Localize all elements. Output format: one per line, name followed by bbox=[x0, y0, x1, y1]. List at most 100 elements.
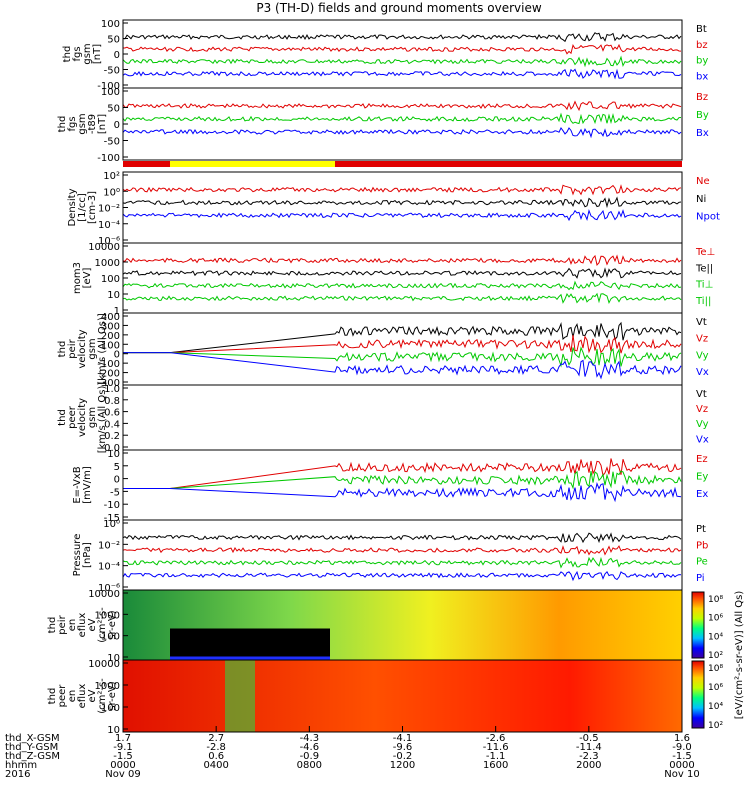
y-axis-label: (cm²-s- bbox=[97, 678, 108, 714]
x-tick-label: 0000 bbox=[669, 760, 694, 771]
trace-te|| bbox=[122, 267, 682, 279]
y-tick-label: 10⁻² bbox=[98, 540, 120, 551]
y-tick-label: 100 bbox=[101, 87, 120, 98]
trace-npot bbox=[122, 208, 682, 222]
y-tick-label: -15 bbox=[104, 513, 120, 524]
trace-ne bbox=[122, 184, 682, 196]
y-tick-label: 5 bbox=[114, 462, 120, 473]
x-tick-label: 0800 bbox=[297, 760, 322, 771]
x-tick-label: -2.3 bbox=[579, 751, 599, 762]
colorbar-tick-label: 10² bbox=[708, 651, 723, 661]
y-tick-label: 0 bbox=[114, 120, 120, 131]
y-axis-label: gsm bbox=[82, 43, 93, 64]
legend-vy: Vy bbox=[696, 350, 709, 361]
legend-bx: bx bbox=[696, 71, 708, 82]
trace-vt bbox=[123, 321, 682, 354]
legend-vx: Vx bbox=[696, 367, 709, 378]
panel-7: 10 5 0-5 -10 -15 E=-VxB [mV/m] Ez Ey Ex bbox=[72, 449, 708, 524]
x-tick-label: -11.6 bbox=[483, 742, 509, 753]
y-tick-label: 10 bbox=[107, 449, 120, 460]
y-tick-label: -5 bbox=[110, 487, 120, 498]
y-axis-label: fgs bbox=[72, 46, 83, 61]
trace-by bbox=[122, 112, 682, 125]
colorbar bbox=[691, 591, 705, 659]
panel-4: 10000 1000 100 10 1 mom3 [eV] Te⊥ Te|| Ti⊥ Ti|| bbox=[72, 242, 715, 317]
y-tick-label: 200 bbox=[101, 331, 120, 342]
legend-by: By bbox=[696, 110, 709, 121]
panel-6: 1.00.80.60.40.20.0 thd peer velocity gsm [km/… bbox=[57, 382, 709, 454]
legend-pi: Pi bbox=[696, 573, 705, 584]
y-axis-label: gsm bbox=[87, 338, 98, 359]
y-tick-label: -10 bbox=[104, 500, 120, 511]
panel-9: 10000 1000 100 10 thd peir en eflux eV (cm²-s-sr-… bbox=[47, 589, 683, 664]
y-tick-label: 1.0 bbox=[104, 384, 120, 395]
y-tick-label: 10000 bbox=[88, 659, 120, 670]
x-row-label: thd_Z-GSM bbox=[5, 751, 60, 762]
trace-vy bbox=[123, 346, 682, 368]
y-axis-label: eflux bbox=[77, 684, 88, 709]
y-tick-label: 0 bbox=[114, 475, 120, 486]
y-tick-label: 10⁰ bbox=[103, 519, 120, 530]
legend-ni: Ni bbox=[696, 194, 706, 205]
trace-ex bbox=[123, 482, 682, 503]
y-tick-label: 50 bbox=[107, 104, 120, 115]
colorbar-label: [eV/(cm²-s-sr-eV)] (All Qs) bbox=[734, 591, 745, 720]
y-axis-label: [nT] bbox=[92, 44, 103, 64]
y-axis-label: thd bbox=[57, 341, 68, 358]
y-axis-label: [eV] bbox=[82, 268, 93, 289]
legend-ti||: Ti|| bbox=[695, 296, 711, 307]
y-tick-label: 10⁻⁶ bbox=[98, 236, 120, 247]
y-axis-label: [nT] bbox=[97, 114, 108, 134]
panel-8: 10⁰ 10⁻² 10⁻⁴ 10⁻⁶ Pressure [nPa] Pt Pb Pe Pi bbox=[72, 519, 708, 594]
y-tick-label: 0.2 bbox=[104, 431, 120, 442]
y-tick-label: -300 bbox=[97, 378, 120, 389]
legend-te⊥: Te⊥ bbox=[695, 247, 715, 258]
trace-pi bbox=[122, 570, 682, 582]
y-axis-label: fgs bbox=[67, 116, 78, 131]
legend-ex: Ex bbox=[696, 489, 708, 500]
x-tick-label: -4.3 bbox=[300, 733, 320, 744]
panel-frame bbox=[122, 519, 683, 591]
y-axis-label: gsm bbox=[87, 407, 98, 428]
legend-by: by bbox=[696, 56, 708, 67]
y-tick-label: 1000 bbox=[95, 610, 120, 621]
y-axis-label: [1/cc] bbox=[77, 193, 88, 222]
y-tick-label: -100 bbox=[97, 359, 120, 370]
y-axis-label: [nPa] bbox=[82, 542, 93, 568]
trace-ez bbox=[123, 458, 682, 489]
y-axis-label: thd bbox=[47, 617, 58, 634]
spectrogram-band bbox=[225, 660, 255, 732]
x-tick-label: -0.5 bbox=[579, 733, 599, 744]
y-tick-label: 10⁻⁶ bbox=[98, 583, 120, 594]
y-tick-label: -100 bbox=[97, 81, 120, 92]
y-axis-label: -t89 bbox=[87, 114, 98, 134]
legend-ey: Ey bbox=[696, 472, 708, 483]
y-tick-label: 0.0 bbox=[104, 443, 120, 454]
legend-ne: Ne bbox=[696, 176, 710, 187]
y-tick-label: 10000 bbox=[88, 242, 120, 253]
y-tick-label: 1000 bbox=[95, 681, 120, 692]
x-tick-label: -11.4 bbox=[576, 742, 602, 753]
legend-npot: Npot bbox=[696, 212, 720, 223]
colorbar bbox=[691, 660, 705, 729]
y-axis-label: [mV/m] bbox=[82, 466, 93, 504]
y-axis-label: velocity bbox=[77, 329, 88, 368]
y-tick-label: 10⁻⁴ bbox=[98, 220, 120, 231]
y-tick-label: 100 bbox=[101, 340, 120, 351]
x-tick-label: 2000 bbox=[576, 760, 601, 771]
y-tick-label: -50 bbox=[104, 137, 120, 148]
y-tick-label: 300 bbox=[101, 321, 120, 332]
x-tick-label: 1.7 bbox=[115, 733, 131, 744]
legend-bt: Bt bbox=[696, 24, 707, 35]
legend-pe: Pe bbox=[696, 557, 708, 568]
x-row-label: thd_Y-GSM bbox=[5, 742, 58, 753]
y-axis-label: Density bbox=[67, 188, 78, 226]
colorbar-tick-label: 10⁴ bbox=[708, 632, 723, 642]
colorbar-tick-label: 10⁸ bbox=[708, 595, 723, 605]
legend-vz: Vz bbox=[696, 404, 708, 415]
panel-1: 100 50 0 -50 -100 thd fgs gsm [nT] Bt bz by bx bbox=[62, 19, 708, 92]
y-tick-label: 0 bbox=[114, 350, 120, 361]
y-tick-label: 100 bbox=[101, 19, 120, 30]
x-tick-label: -2.8 bbox=[206, 742, 226, 753]
